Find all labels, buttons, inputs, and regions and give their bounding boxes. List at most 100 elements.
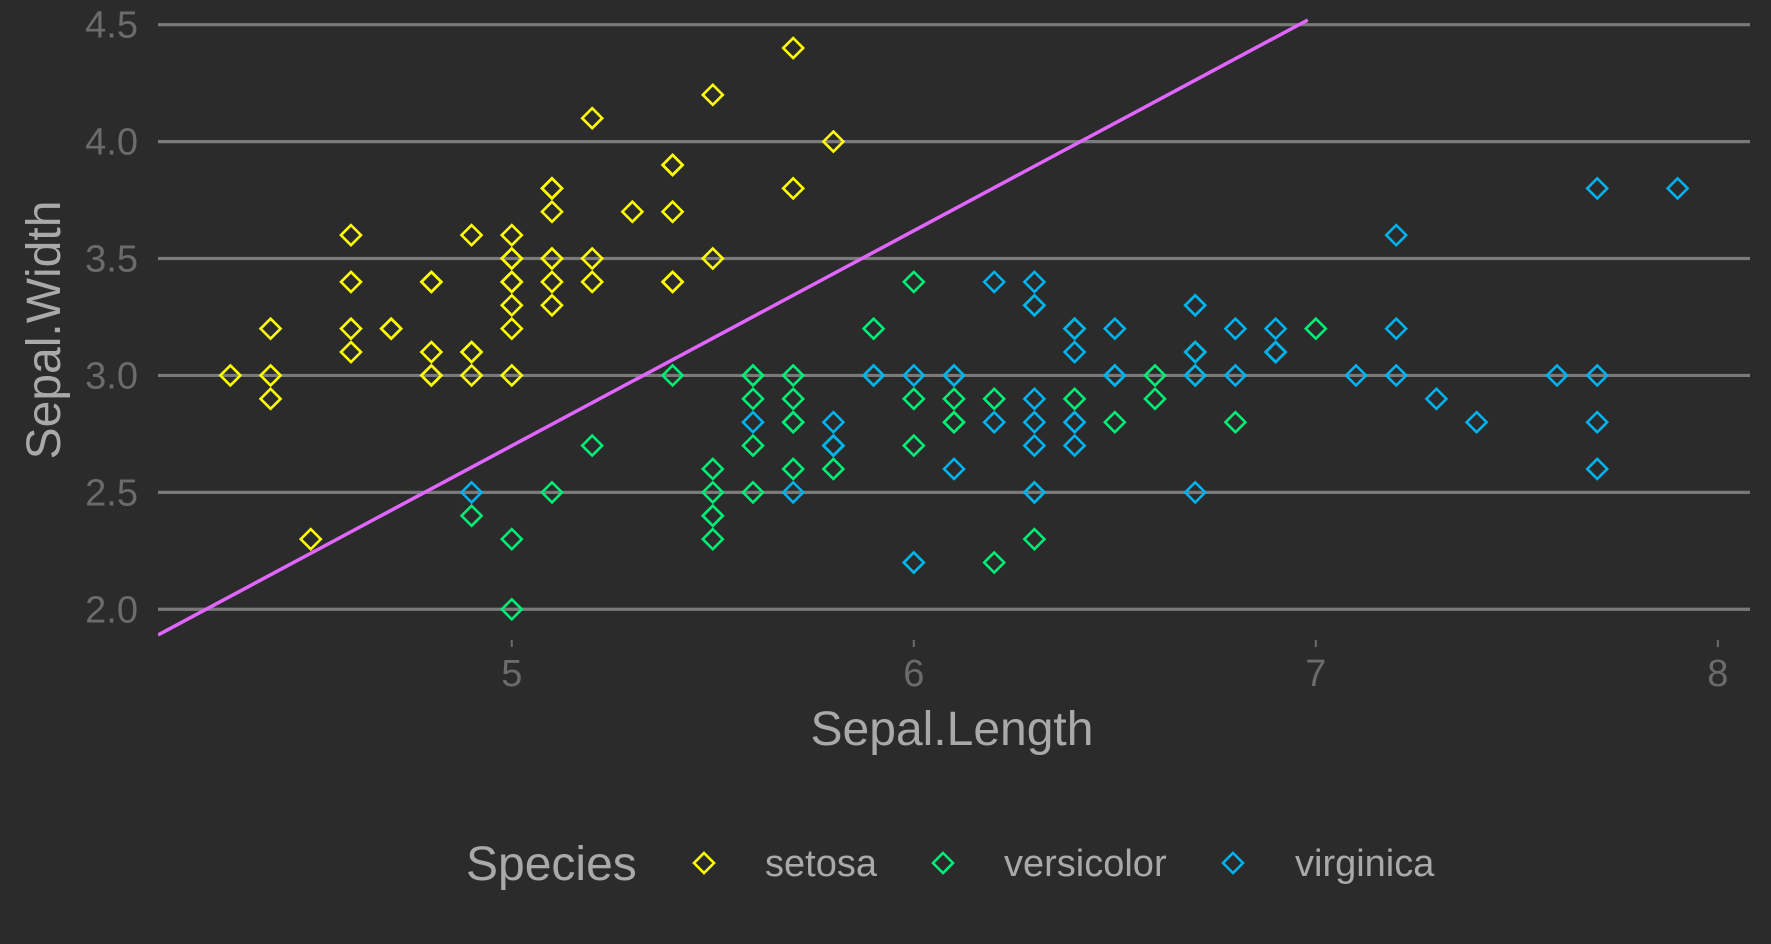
point-setosa [459,363,484,388]
point-virginica [1585,457,1610,481]
point-virginica [1183,340,1208,364]
point-virginica [1263,340,1288,364]
x-axis-title: Sepal.Length [811,703,1094,756]
point-virginica [1464,410,1489,435]
point-versicolor [901,270,926,294]
point-versicolor [741,363,765,388]
y-tick-label: 3.5 [85,239,138,281]
point-setosa [660,153,685,177]
point-setosa [298,527,323,551]
legend: Species setosa versicolor virginica [466,838,1435,891]
point-virginica [1183,293,1208,318]
point-setosa [660,199,685,224]
point-setosa [499,363,524,388]
point-versicolor [700,457,725,481]
point-versicolor [901,386,926,411]
point-setosa [499,223,524,247]
point-versicolor [1062,386,1087,411]
point-virginica [1022,386,1047,411]
point-setosa [700,82,725,107]
point-versicolor [660,363,685,388]
point-virginica [1022,270,1047,294]
point-virginica [1022,480,1047,505]
point-setosa [580,246,605,271]
legend-label-virginica: virginica [1295,843,1435,885]
point-virginica [982,410,1007,435]
point-virginica [1585,410,1610,435]
trend-line-group [158,18,1309,637]
point-versicolor [982,550,1007,575]
point-setosa [781,176,806,201]
point-setosa [700,246,725,271]
point-setosa [258,363,283,388]
point-virginica [1344,363,1368,388]
point-setosa [781,36,806,60]
legend-label-setosa: setosa [765,843,878,885]
point-versicolor [741,433,765,458]
point-versicolor [1102,410,1127,435]
point-virginica [1223,316,1248,341]
point-virginica [1102,316,1127,341]
point-virginica [821,410,846,435]
y-tick-label: 4.5 [85,5,138,47]
point-setosa [499,246,524,271]
legend-title: Species [466,838,637,891]
point-versicolor [942,386,966,411]
y-tick-label: 4.0 [85,122,138,164]
point-virginica [1183,363,1208,388]
x-tick-label: 5 [501,653,522,695]
point-virginica [1062,433,1087,458]
point-setosa [540,293,564,318]
point-versicolor [1022,527,1047,551]
point-versicolor [781,386,806,411]
point-virginica [1665,176,1690,201]
point-virginica [821,433,846,458]
y-tick-label: 2.0 [85,589,138,631]
point-setosa [218,363,243,388]
point-setosa [339,316,363,341]
point-setosa [540,270,564,294]
point-versicolor [499,597,524,622]
point-versicolor [901,433,926,458]
point-virginica [1022,433,1047,458]
point-setosa [339,340,363,364]
point-virginica [942,457,966,481]
point-virginica [1223,363,1248,388]
point-setosa [540,246,564,271]
point-setosa [499,293,524,318]
point-versicolor [741,480,765,505]
legend-key-virginica [1221,851,1245,875]
point-setosa [540,199,564,224]
point-versicolor [741,386,765,411]
point-versicolor [540,480,564,505]
point-virginica [1585,176,1610,201]
point-versicolor [942,410,966,435]
point-versicolor [700,503,725,528]
point-versicolor [982,386,1007,411]
y-tick-label: 3.0 [85,355,138,397]
point-setosa [258,386,283,411]
point-setosa [258,316,283,341]
y-axis-title: Sepal.Width [18,201,71,460]
point-virginica [1384,316,1409,341]
point-setosa [660,270,685,294]
point-virginica [1384,223,1409,247]
point-versicolor [781,410,806,435]
point-setosa [419,363,444,388]
point-virginica [741,410,765,435]
data-points [218,36,1690,622]
point-setosa [620,199,645,224]
point-setosa [379,316,404,341]
point-versicolor [459,503,484,528]
point-versicolor [1223,410,1248,435]
point-virginica [1183,480,1208,505]
point-versicolor [700,527,725,551]
point-setosa [339,223,363,247]
x-tick-label: 7 [1305,653,1326,695]
x-tick-label: 8 [1707,653,1728,695]
point-virginica [1545,363,1569,388]
point-virginica [459,480,484,505]
point-virginica [901,363,926,388]
